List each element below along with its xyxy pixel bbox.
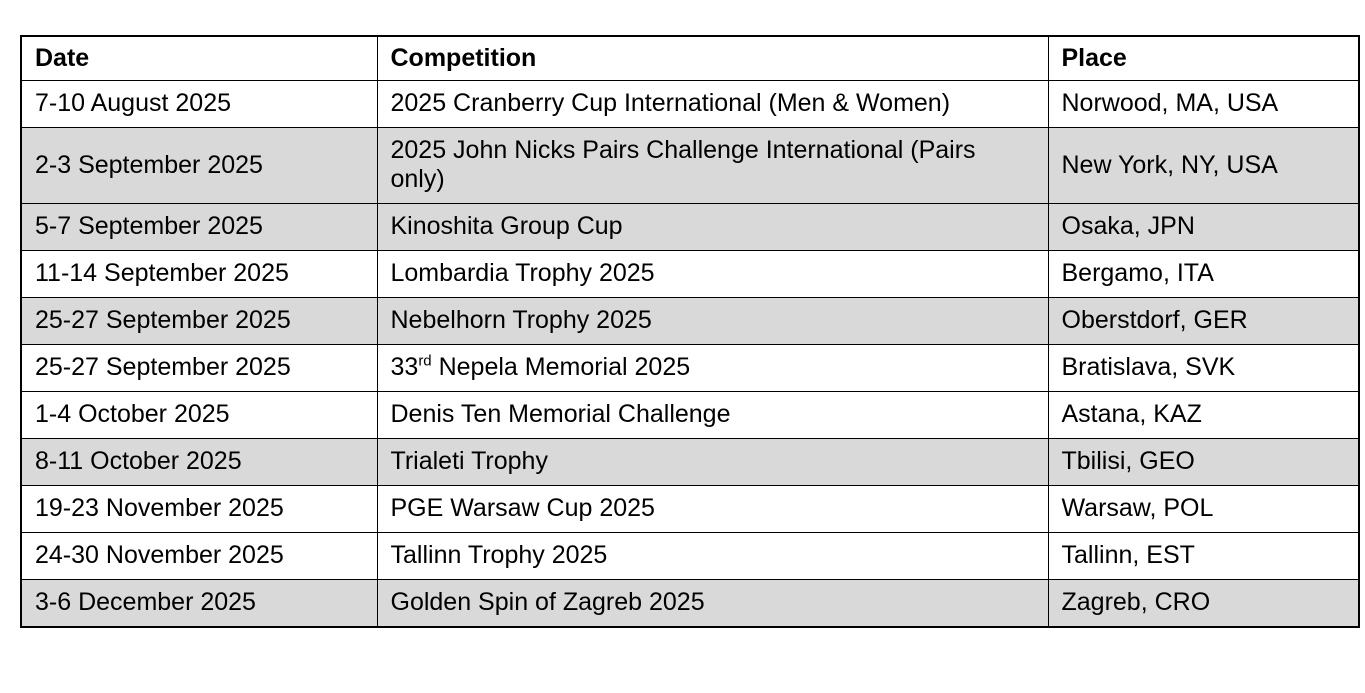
date-cell: 19-23 November 2025 — [20, 485, 378, 533]
table-row: 19-23 November 2025 PGE Warsaw Cup 2025 Wa… — [20, 485, 1360, 533]
date-cell: 25-27 September 2025 — [20, 297, 378, 345]
competition-cell: Golden Spin of Zagreb 2025 — [376, 579, 1049, 628]
competition-cell: Trialeti Trophy — [376, 438, 1049, 486]
date-cell: 11-14 September 2025 — [20, 250, 378, 298]
place-cell: Osaka, JPN — [1047, 203, 1360, 251]
place-cell: Bergamo, ITA — [1047, 250, 1360, 298]
place-cell: New York, NY, USA — [1047, 127, 1360, 204]
competition-cell: Nebelhorn Trophy 2025 — [376, 297, 1049, 345]
table-row: 24-30 November 2025 Tallinn Trophy 2025 Ta… — [20, 532, 1360, 580]
column-header-competition: Competition — [376, 35, 1049, 81]
table-row: 5-7 September 2025 Kinoshita Group Cup Osa… — [20, 203, 1360, 251]
place-cell: Tbilisi, GEO — [1047, 438, 1360, 486]
competition-cell: Kinoshita Group Cup — [376, 203, 1049, 251]
competition-cell: Tallinn Trophy 2025 — [376, 532, 1049, 580]
competitions-table: Date Competition Place 7-10 August 2025 2… — [20, 35, 1360, 628]
competition-cell: 2025 John Nicks Pairs Challenge Internat… — [376, 127, 1049, 204]
date-cell: 24-30 November 2025 — [20, 532, 378, 580]
competition-cell: 33rd Nepela Memorial 2025 — [376, 344, 1049, 392]
table-row: 8-11 October 2025 Trialeti Trophy Tbilisi,… — [20, 438, 1360, 486]
place-cell: Norwood, MA, USA — [1047, 80, 1360, 128]
competition-cell: PGE Warsaw Cup 2025 — [376, 485, 1049, 533]
table-row: 25-27 September 2025 Nebelhorn Trophy 202… — [20, 297, 1360, 345]
date-cell: 5-7 September 2025 — [20, 203, 378, 251]
header-row: Date Competition Place — [20, 35, 1360, 81]
date-cell: 1-4 October 2025 — [20, 391, 378, 439]
competition-cell: Lombardia Trophy 2025 — [376, 250, 1049, 298]
table-header: Date Competition Place — [20, 35, 1360, 81]
table-row: 3-6 December 2025 Golden Spin of Zagreb 2… — [20, 579, 1360, 628]
competition-cell: 2025 Cranberry Cup International (Men & … — [376, 80, 1049, 128]
date-cell: 25-27 September 2025 — [20, 344, 378, 392]
column-header-date: Date — [20, 35, 378, 81]
place-cell: Oberstdorf, GER — [1047, 297, 1360, 345]
table-body: 7-10 August 2025 2025 Cranberry Cup Inter… — [20, 80, 1360, 628]
place-cell: Astana, KAZ — [1047, 391, 1360, 439]
table-row: 1-4 October 2025 Denis Ten Memorial Chall… — [20, 391, 1360, 439]
place-cell: Tallinn, EST — [1047, 532, 1360, 580]
column-header-place: Place — [1047, 35, 1360, 81]
date-cell: 3-6 December 2025 — [20, 579, 378, 628]
ordinal-superscript: rd — [418, 352, 432, 370]
place-cell: Bratislava, SVK — [1047, 344, 1360, 392]
table-row: 11-14 September 2025 Lombardia Trophy 202… — [20, 250, 1360, 298]
competition-cell: Denis Ten Memorial Challenge — [376, 391, 1049, 439]
place-cell: Warsaw, POL — [1047, 485, 1360, 533]
table-row: 7-10 August 2025 2025 Cranberry Cup Inter… — [20, 80, 1360, 128]
date-cell: 7-10 August 2025 — [20, 80, 378, 128]
table-row: 25-27 September 2025 33rd Nepela Memorial… — [20, 344, 1360, 392]
date-cell: 2-3 September 2025 — [20, 127, 378, 204]
table-row: 2-3 September 2025 2025 John Nicks Pairs … — [20, 127, 1360, 204]
date-cell: 8-11 October 2025 — [20, 438, 378, 486]
place-cell: Zagreb, CRO — [1047, 579, 1360, 628]
